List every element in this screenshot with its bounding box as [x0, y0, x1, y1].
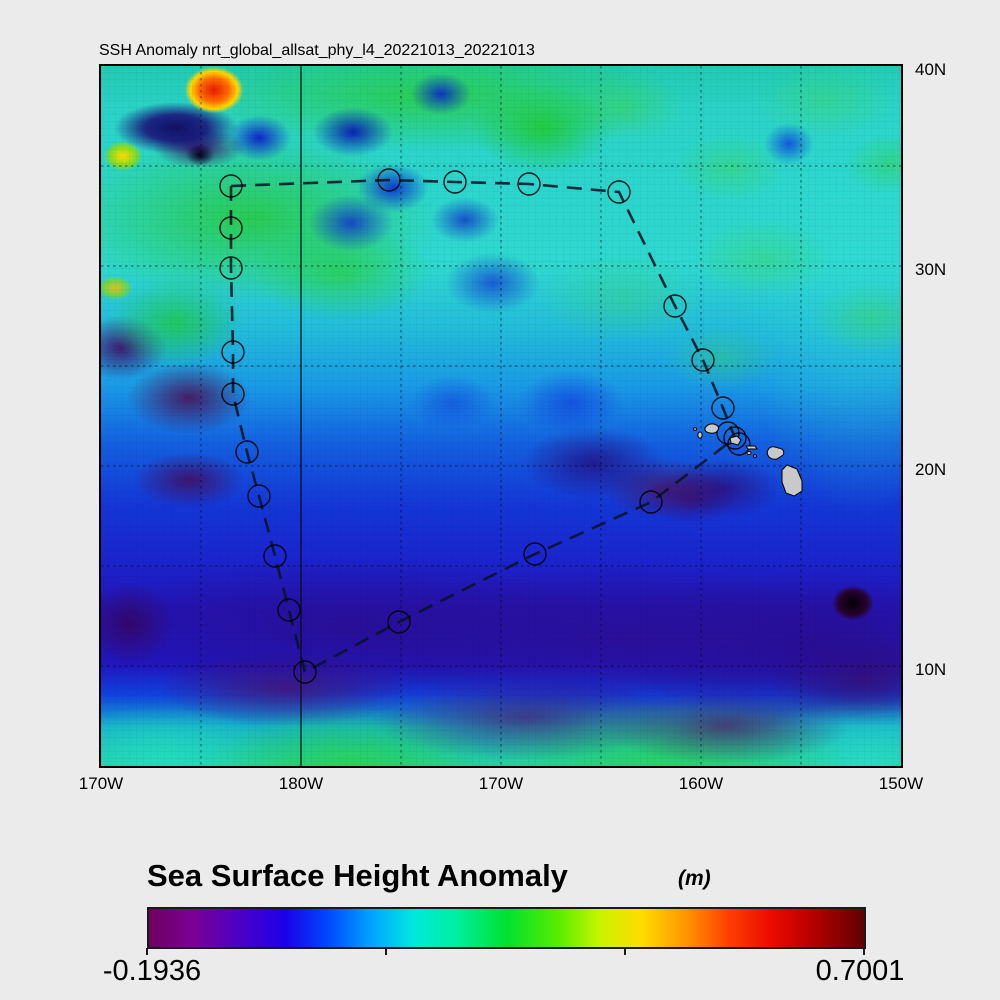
colorbar — [147, 907, 866, 949]
track-fix-circle — [723, 426, 747, 450]
track-line — [229, 178, 737, 674]
island-maui — [766, 446, 785, 460]
track-fix-circle — [639, 490, 663, 514]
track-fix-circle — [247, 484, 271, 508]
track-fix-circle — [663, 294, 687, 318]
track-fix-circle — [293, 660, 317, 684]
track-fix-circle — [387, 610, 411, 634]
track-fix-circle — [277, 598, 301, 622]
track-fix-circle — [263, 544, 287, 568]
track-fix-circle — [221, 340, 245, 364]
island-oahu — [729, 435, 742, 446]
hawaiian-islands — [692, 423, 803, 497]
storm-track — [219, 168, 751, 684]
lat-tick-label: 20N — [915, 460, 947, 479]
island-kauai — [704, 423, 719, 434]
track-fix-circle — [691, 348, 715, 372]
islet-icon — [692, 427, 698, 431]
colorbar-title: Sea Surface Height Anomaly — [147, 858, 568, 893]
colorbar-unit: (m) — [678, 867, 711, 890]
lon-tick-label: 150W — [878, 774, 924, 793]
colorbar-tick — [863, 948, 865, 955]
map-title: SSH Anomaly nrt_global_allsat_phy_l4_202… — [99, 42, 535, 59]
track-fix-circle — [607, 180, 631, 204]
island-molokai — [745, 445, 758, 450]
track-fix-circle — [219, 174, 243, 198]
island-niihau — [697, 431, 703, 439]
colorbar-max-label: 0.7001 — [815, 955, 905, 987]
track-fix-circle — [443, 170, 467, 194]
lat-tick-label: 30N — [915, 260, 947, 279]
colorbar-tick — [624, 948, 627, 955]
lon-tick-label: 170W — [478, 774, 524, 793]
lon-tick-label: 160W — [678, 774, 724, 793]
track-fix-circle — [377, 168, 401, 192]
lat-tick-label: 10N — [915, 660, 947, 679]
map-overlay — [101, 66, 901, 766]
track-fix-circle — [235, 440, 259, 464]
map-plot — [99, 64, 903, 768]
track-fix-circle — [219, 256, 243, 280]
track-fix-circle — [711, 396, 735, 420]
graticule — [101, 66, 901, 766]
island-hawaii — [781, 464, 803, 497]
track-fix-circle — [523, 542, 547, 566]
track-fix-circle — [517, 172, 541, 196]
track-fix-circle — [221, 382, 245, 406]
island-kahoolawe — [752, 454, 758, 458]
lon-tick-label: 170W — [78, 774, 124, 793]
colorbar-min-label: -0.1936 — [102, 955, 202, 987]
colorbar-tick — [384, 948, 387, 955]
lon-tick-label: 180W — [278, 774, 324, 793]
island-lanai — [746, 450, 752, 456]
colorbar-tick — [146, 948, 148, 955]
track-fix-circle — [727, 432, 751, 456]
lat-tick-label: 40N — [915, 60, 947, 79]
track-fix-circle — [219, 216, 243, 240]
